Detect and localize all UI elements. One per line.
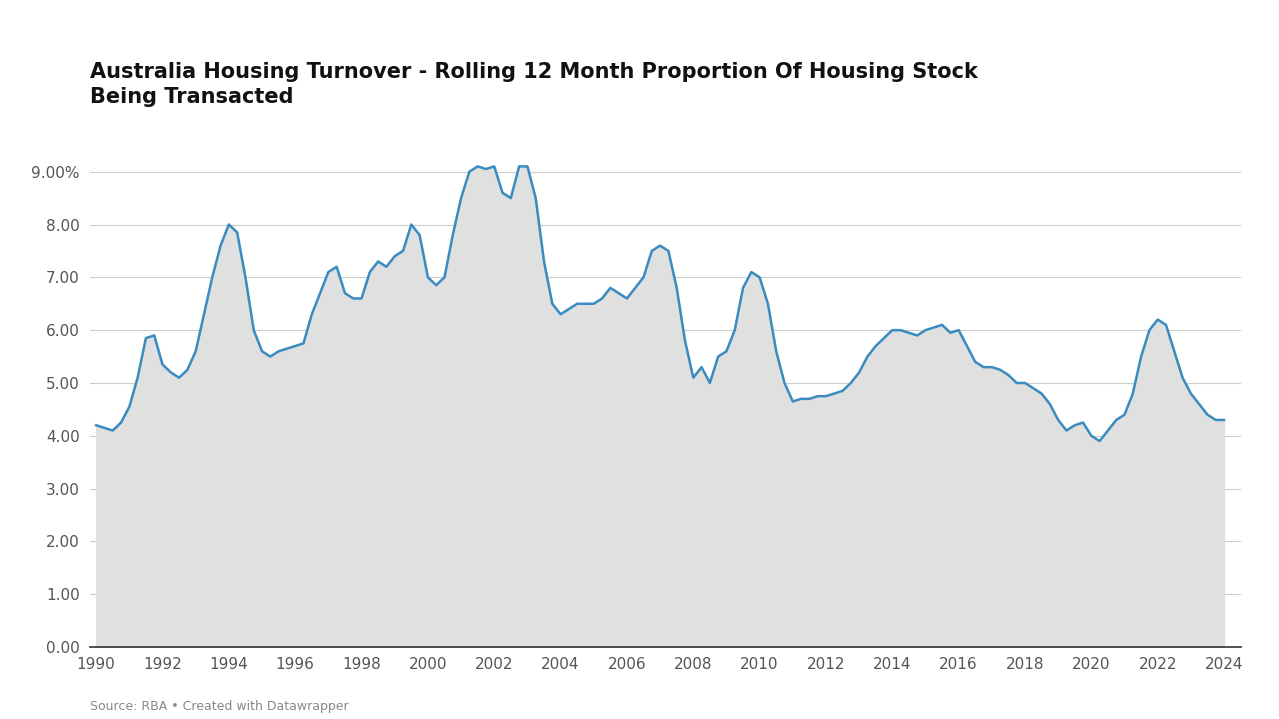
Text: Australia Housing Turnover - Rolling 12 Month Proportion Of Housing Stock
Being : Australia Housing Turnover - Rolling 12 … (90, 62, 977, 107)
Text: Source: RBA • Created with Datawrapper: Source: RBA • Created with Datawrapper (90, 700, 348, 713)
